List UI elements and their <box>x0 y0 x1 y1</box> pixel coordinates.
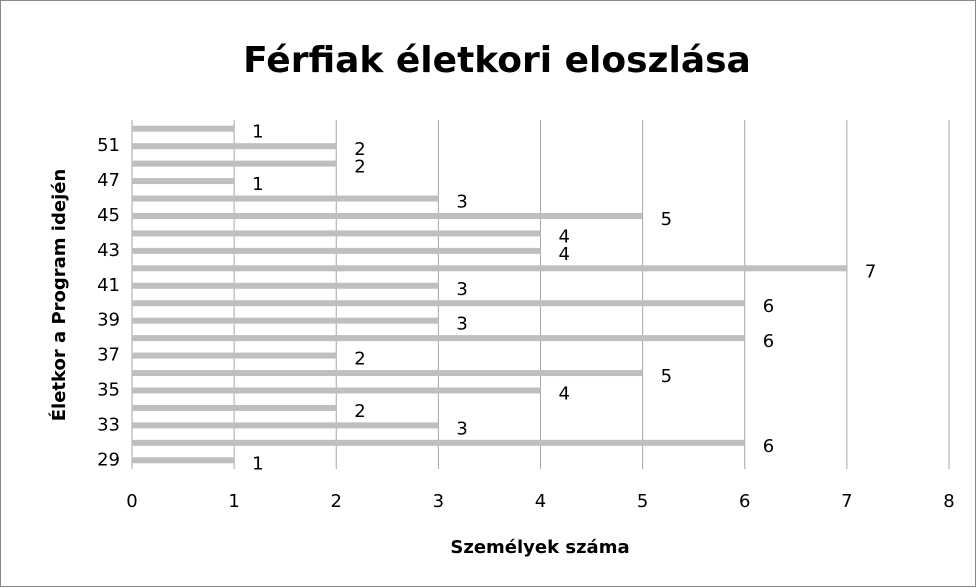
bar <box>132 125 235 132</box>
bar <box>132 422 439 429</box>
x-tick-label: 0 <box>126 491 137 512</box>
data-label: 3 <box>456 418 467 439</box>
data-label: 6 <box>763 331 774 352</box>
y-tick-label: 37 <box>97 345 120 366</box>
x-axis-label: Személyek száma <box>450 537 629 558</box>
y-axis-label: Életkor a Program idején <box>48 169 70 422</box>
bar <box>132 352 337 359</box>
data-label: 3 <box>456 314 467 335</box>
data-label: 5 <box>661 209 672 230</box>
bar <box>132 282 439 289</box>
bar <box>132 195 439 202</box>
data-label: 2 <box>354 139 365 160</box>
x-tick-label: 5 <box>637 491 648 512</box>
bar <box>132 439 745 446</box>
bar <box>132 317 439 324</box>
data-label: 1 <box>252 174 263 195</box>
bar <box>132 143 337 150</box>
data-label: 6 <box>763 296 774 317</box>
data-label: 7 <box>865 261 876 282</box>
y-tick-label: 39 <box>97 310 120 331</box>
y-tick-label: 29 <box>97 449 120 470</box>
bar <box>132 265 847 272</box>
bar <box>132 457 235 464</box>
y-tick-label: 33 <box>97 414 120 435</box>
data-label: 1 <box>252 453 263 474</box>
data-label: 3 <box>456 279 467 300</box>
data-label: 5 <box>661 366 672 387</box>
chart-title: Férfiak életkori eloszlása <box>243 40 751 81</box>
bar <box>132 300 745 307</box>
bar <box>132 178 235 185</box>
y-tick-label: 35 <box>97 379 120 400</box>
x-tick-label: 4 <box>535 491 546 512</box>
bar <box>132 247 541 254</box>
y-tick-label: 43 <box>97 240 120 261</box>
x-tick-label: 2 <box>331 491 342 512</box>
x-tick-label: 1 <box>228 491 239 512</box>
x-tick-label: 8 <box>943 491 954 512</box>
bar <box>132 335 745 342</box>
y-tick-label: 51 <box>97 135 120 156</box>
y-tick-label: 41 <box>97 275 120 296</box>
bar <box>132 160 337 167</box>
bar <box>132 230 541 237</box>
y-tick-label: 45 <box>97 205 120 226</box>
data-label: 4 <box>559 226 570 247</box>
x-tick-label: 6 <box>739 491 750 512</box>
data-label: 3 <box>456 192 467 213</box>
data-label: 2 <box>354 401 365 422</box>
bar <box>132 212 643 219</box>
data-label: 2 <box>354 349 365 370</box>
bar <box>132 370 643 377</box>
data-label: 2 <box>354 157 365 178</box>
bar <box>132 404 337 411</box>
data-label: 6 <box>763 436 774 457</box>
bar <box>132 387 541 394</box>
x-tick-label: 7 <box>841 491 852 512</box>
y-tick-label: 47 <box>97 170 120 191</box>
x-tick-label: 3 <box>433 491 444 512</box>
data-label: 4 <box>559 383 570 404</box>
data-label: 4 <box>559 244 570 265</box>
data-label: 1 <box>252 122 263 143</box>
